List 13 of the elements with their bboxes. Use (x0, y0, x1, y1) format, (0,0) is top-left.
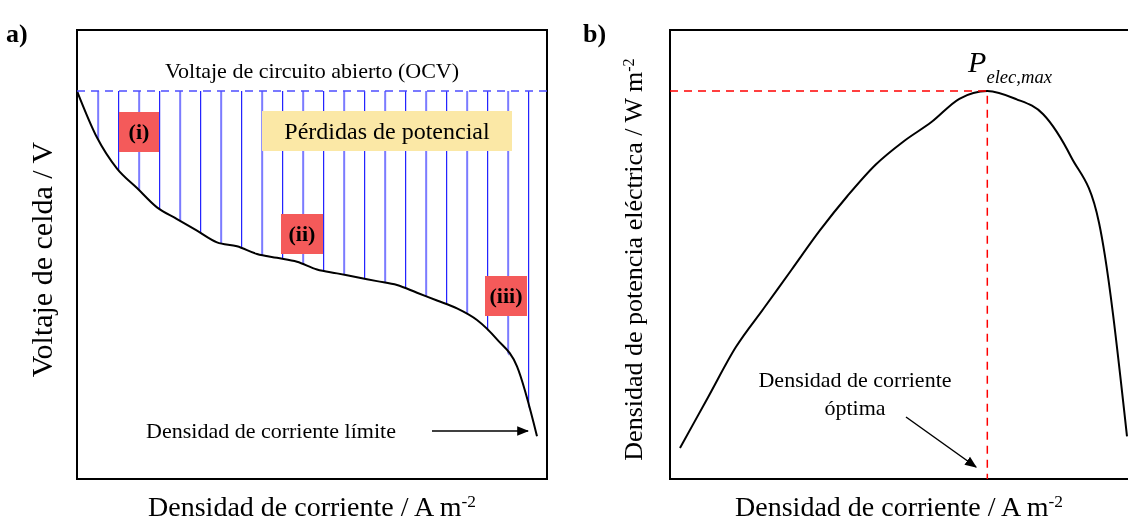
annotation: Densidad de corriente óptima (758, 367, 952, 420)
text: P$_{elec,max}$ (967, 44, 1053, 87)
annotation: (i) (128, 119, 150, 145)
x-axis-title: Densidad de corriente / A m$^{-2}$ (735, 491, 1063, 522)
y-axis-title: Voltaje de celda / V (25, 141, 58, 378)
ref-line-label: Voltaje de circuito abierto (OCV) (164, 58, 460, 83)
annotation: Pérdidas de potencial (284, 117, 490, 144)
chart-title: a) (6, 19, 28, 48)
annotation: (ii) (288, 221, 316, 247)
chart-title: b) (583, 19, 607, 48)
annotation: (iii) (489, 283, 523, 309)
annotation: Densidad de corriente límite (146, 418, 396, 444)
x-axis-title: Densidad de corriente / A m$^{-2}$ (148, 491, 476, 522)
